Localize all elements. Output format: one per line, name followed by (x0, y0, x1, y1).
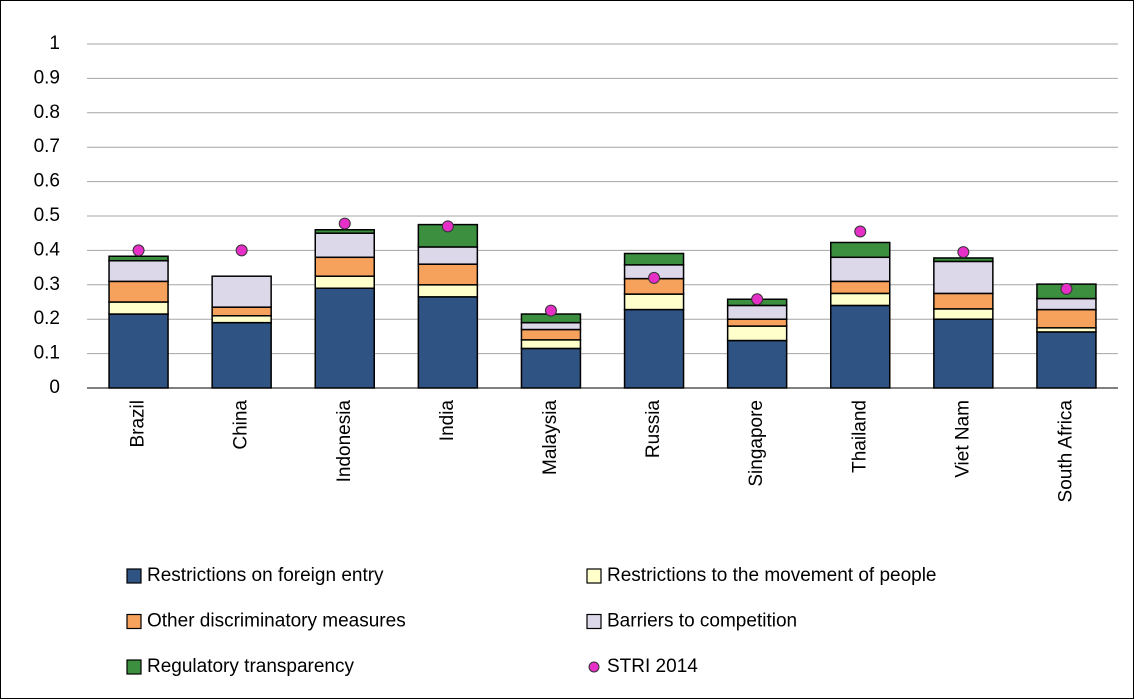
marker (235, 244, 248, 257)
bar-segment (417, 296, 479, 389)
legend-swatch (586, 568, 602, 584)
marker (751, 293, 764, 306)
y-tick-label: 0.8 (34, 102, 60, 123)
bar-segment (314, 229, 375, 234)
x-tick-label: Viet Nam (952, 400, 973, 478)
bar-segment (520, 339, 582, 350)
bar-segment (1036, 331, 1097, 389)
marker (648, 271, 661, 284)
bar-segment (830, 292, 891, 307)
bar-segment (726, 339, 788, 389)
legend-label: Other discriminatory measures (147, 611, 406, 632)
legend-label: Barriers to competition (607, 611, 797, 632)
legend-swatch (588, 661, 600, 673)
legend-label: Restrictions on foreign entry (147, 565, 384, 586)
bar-segment (830, 280, 891, 295)
x-tick-label: Indonesia (334, 400, 355, 483)
bar-segment (108, 280, 169, 303)
x-tick-label: Singapore (746, 400, 767, 487)
bar-segment (108, 259, 169, 283)
bar-segment (623, 293, 685, 311)
bar-segment (726, 304, 788, 320)
bar-segment (933, 257, 994, 263)
bar-segment (520, 321, 582, 331)
bar-segment (1036, 297, 1097, 311)
bar-segment (417, 263, 479, 286)
legend-swatch (126, 613, 142, 630)
x-tick-label: Russia (643, 400, 664, 459)
bar-segment (108, 301, 169, 315)
y-tick-label: 0.5 (34, 205, 60, 226)
bar-segment (623, 252, 685, 266)
marker (854, 225, 867, 238)
x-tick-label: Malaysia (540, 400, 561, 475)
marker (132, 244, 145, 257)
y-tick-label: 0 (49, 377, 60, 398)
y-tick-label: 0.1 (34, 343, 60, 364)
bar-segment (108, 313, 169, 389)
legend-label: STRI 2014 (607, 656, 698, 677)
bar-segment (314, 275, 375, 289)
x-tick-label: Brazil (128, 400, 149, 448)
legend-swatch (126, 659, 142, 675)
x-tick-label: South Africa (1055, 400, 1076, 503)
bar-segment (1036, 308, 1097, 329)
legend-swatch (126, 568, 142, 584)
x-tick-label: Thailand (849, 400, 870, 473)
bar-segment (314, 256, 375, 277)
x-tick-label: India (437, 400, 458, 442)
bar-segment (933, 308, 994, 320)
bar-segment (211, 315, 272, 324)
bar-segment (933, 292, 994, 310)
bar-segment (726, 325, 788, 342)
bar-segment (211, 321, 272, 389)
y-tick-label: 0.9 (34, 67, 60, 88)
y-tick-label: 0.2 (34, 308, 60, 329)
bar-segment (417, 284, 479, 298)
y-tick-label: 0.7 (34, 136, 60, 157)
bar-segment (520, 347, 582, 389)
legend-swatch (586, 613, 602, 630)
bar-segment (726, 318, 788, 327)
bar-segment (830, 304, 891, 389)
x-tick-label: China (231, 400, 252, 450)
bar-segment (417, 246, 479, 265)
bar-segment (108, 255, 169, 262)
bar-segment (314, 232, 375, 259)
bar-segment (933, 318, 994, 389)
marker (544, 304, 557, 317)
bar-segment (830, 241, 891, 259)
legend-label: Restrictions to the movement of people (607, 565, 937, 586)
bar-segment (623, 308, 685, 389)
bar-segment (211, 275, 272, 308)
marker (957, 246, 970, 259)
bar-segment (520, 328, 582, 341)
marker (338, 217, 351, 230)
marker (1060, 282, 1073, 295)
y-tick-label: 0.3 (34, 274, 60, 295)
y-tick-label: 0.4 (34, 239, 61, 260)
bar-segment (211, 306, 272, 317)
legend-label: Regulatory transparency (147, 656, 354, 677)
bar-segment (314, 287, 375, 389)
y-tick-label: 1 (49, 33, 60, 54)
bar-segment (830, 256, 891, 283)
y-tick-label: 0.6 (34, 171, 60, 192)
marker (441, 220, 454, 233)
bar-segment (933, 260, 994, 295)
